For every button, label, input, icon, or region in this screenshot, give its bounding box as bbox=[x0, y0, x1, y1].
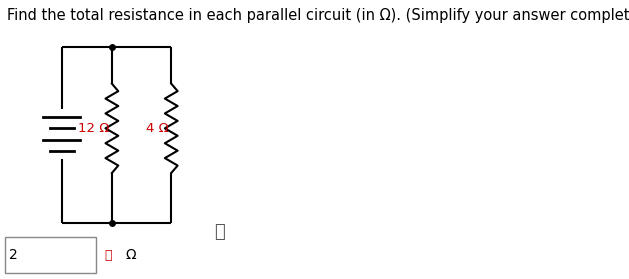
Text: ⓘ: ⓘ bbox=[214, 223, 225, 240]
Text: 4 Ω: 4 Ω bbox=[146, 122, 169, 135]
Text: 2: 2 bbox=[9, 248, 18, 262]
FancyBboxPatch shape bbox=[4, 237, 96, 273]
Text: Find the total resistance in each parallel circuit (in Ω). (Simplify your answer: Find the total resistance in each parall… bbox=[7, 8, 629, 23]
Text: Ω: Ω bbox=[126, 248, 136, 262]
Text: 12 Ω: 12 Ω bbox=[78, 122, 109, 135]
Text: ❌: ❌ bbox=[104, 249, 111, 262]
